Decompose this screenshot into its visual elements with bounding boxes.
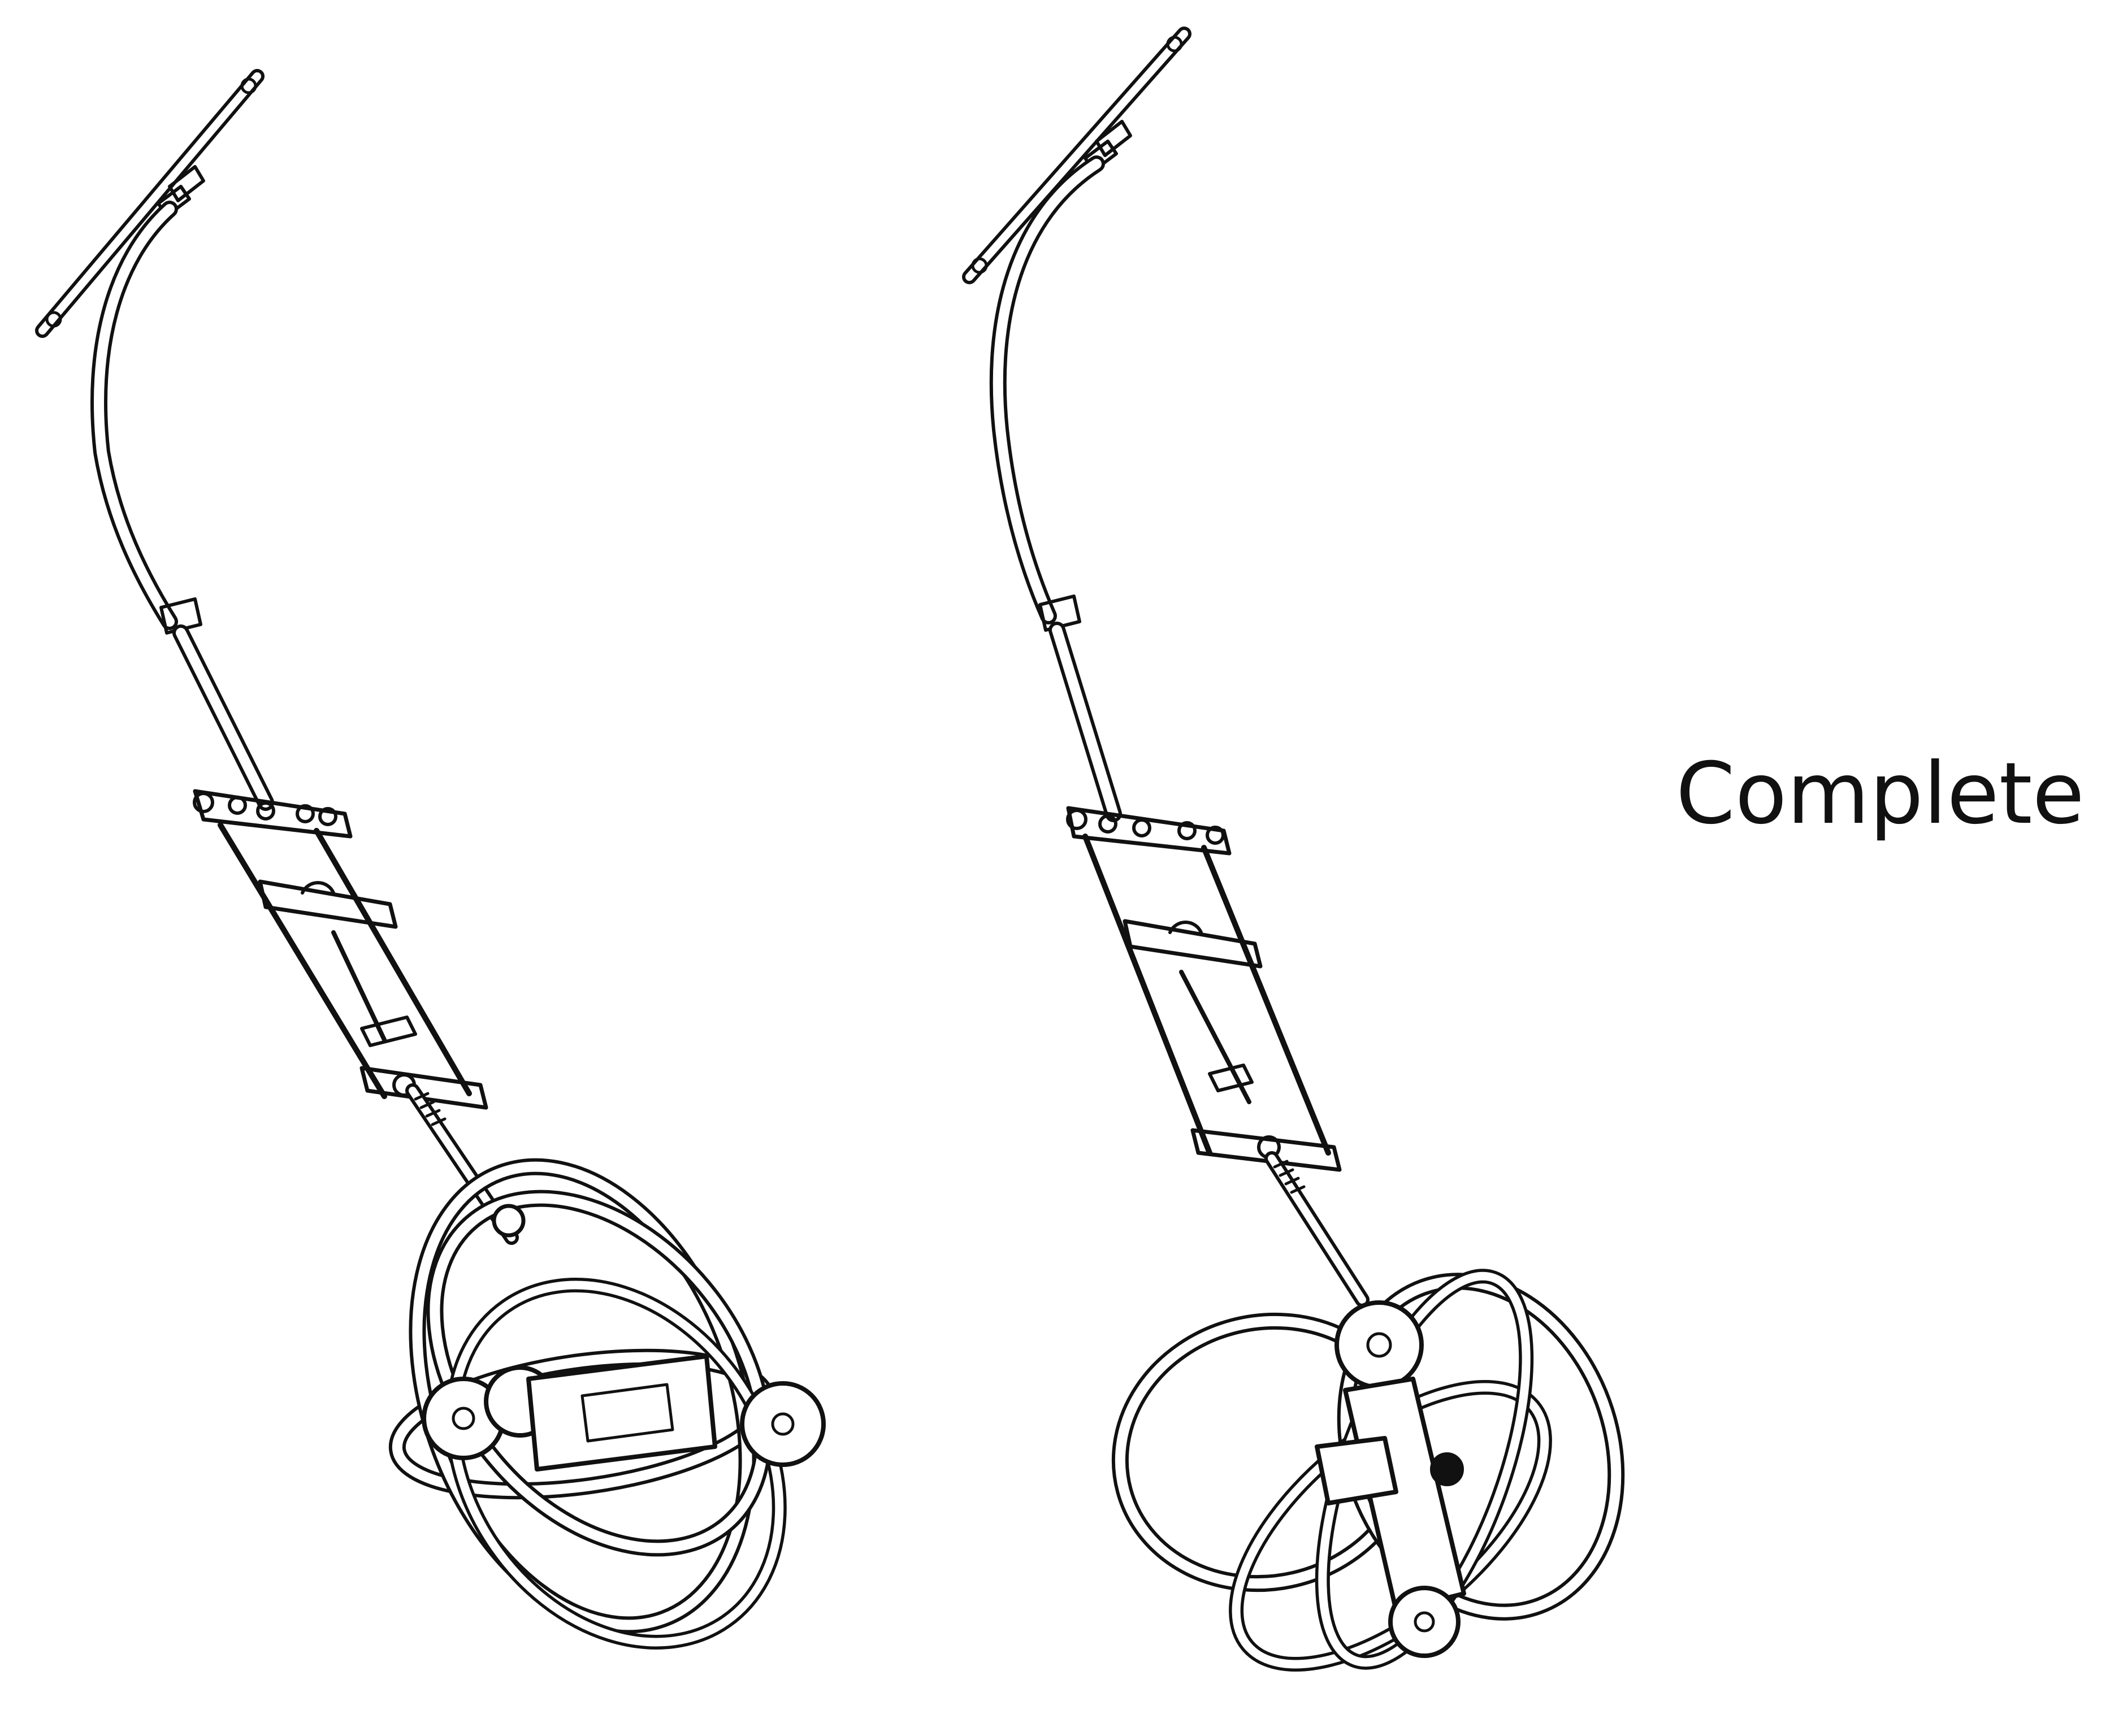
device-front-view-drawing — [962, 27, 1625, 1672]
curved-shaft — [989, 155, 1105, 632]
gear-assembly — [422, 1204, 826, 1472]
slider-frame — [1066, 806, 1342, 1172]
spring-shaft — [1264, 1151, 1370, 1307]
curved-shaft — [90, 201, 202, 635]
slider-frame — [193, 789, 488, 1110]
device-illustration-side-view — [0, 0, 904, 1736]
gyro-rings — [388, 1158, 787, 1650]
device-side-view-drawing — [35, 69, 826, 1650]
caption-label: Complete — [1676, 745, 2085, 843]
gear-assembly — [1315, 1300, 1466, 1658]
lower-shaft — [172, 624, 274, 811]
t-handle — [35, 69, 265, 338]
t-handle — [962, 27, 1191, 284]
device-illustration-front-view — [904, 0, 1696, 1736]
lower-shaft — [1048, 622, 1122, 822]
